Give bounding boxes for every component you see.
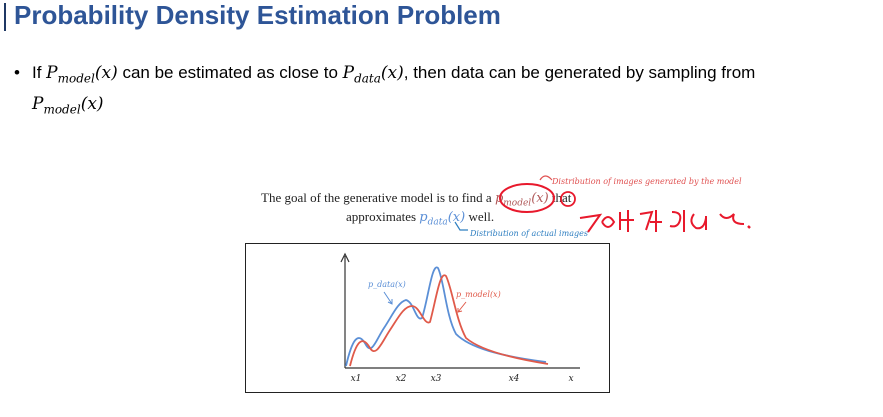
density-chart-frame — [245, 243, 610, 393]
series-line-p-model — [349, 274, 549, 367]
legend-label-p-data: p_data(x) — [368, 280, 406, 289]
goal-line-2: approximates pdata(x) well. — [346, 209, 495, 228]
legend-arrow-p-data-icon — [383, 291, 393, 305]
bullet-dot-icon: • — [14, 63, 20, 82]
circle-annotation-icon — [499, 183, 555, 213]
tick-label-3: x3 — [431, 374, 442, 384]
tick-label-4: x4 — [509, 374, 520, 384]
bullet-item: • If Pmodel(x) can be estimated as close… — [14, 60, 858, 123]
small-circle-annotation-icon — [560, 191, 576, 207]
p-model-symbol-2: Pmodel(x) — [32, 94, 104, 117]
bullet-text-part3: , then data can be generated by sampling… — [403, 63, 756, 82]
note-data-distribution: Distribution of actual images — [470, 229, 588, 238]
slide-title: Probability Density Estimation Problem — [14, 0, 501, 30]
bullet-text: If Pmodel(x) can be estimated as close t… — [32, 60, 858, 123]
note-model-distribution: Distribution of images generated by the … — [552, 177, 742, 186]
tick-label-1: x1 — [351, 374, 362, 384]
y-axis-arrow-icon — [340, 252, 350, 263]
handwriting-stroke-icon — [579, 213, 603, 233]
legend-arrow-p-model-icon — [457, 301, 467, 313]
title-accent-bar — [4, 3, 6, 31]
series-line-p-data — [345, 266, 547, 367]
model-arrow-icon — [539, 175, 553, 181]
bullet-text-part1: If — [32, 63, 47, 82]
data-arrow-icon — [454, 221, 468, 231]
legend-label-p-model: p_model(x) — [456, 290, 501, 299]
bullet-text-part2: can be estimated as close to — [117, 63, 343, 82]
p-model-symbol: Pmodel(x) — [46, 63, 118, 86]
p-data-symbol: Pdata(x) — [342, 63, 404, 86]
tick-label-5: x — [568, 374, 573, 384]
tick-label-2: x2 — [396, 374, 407, 384]
